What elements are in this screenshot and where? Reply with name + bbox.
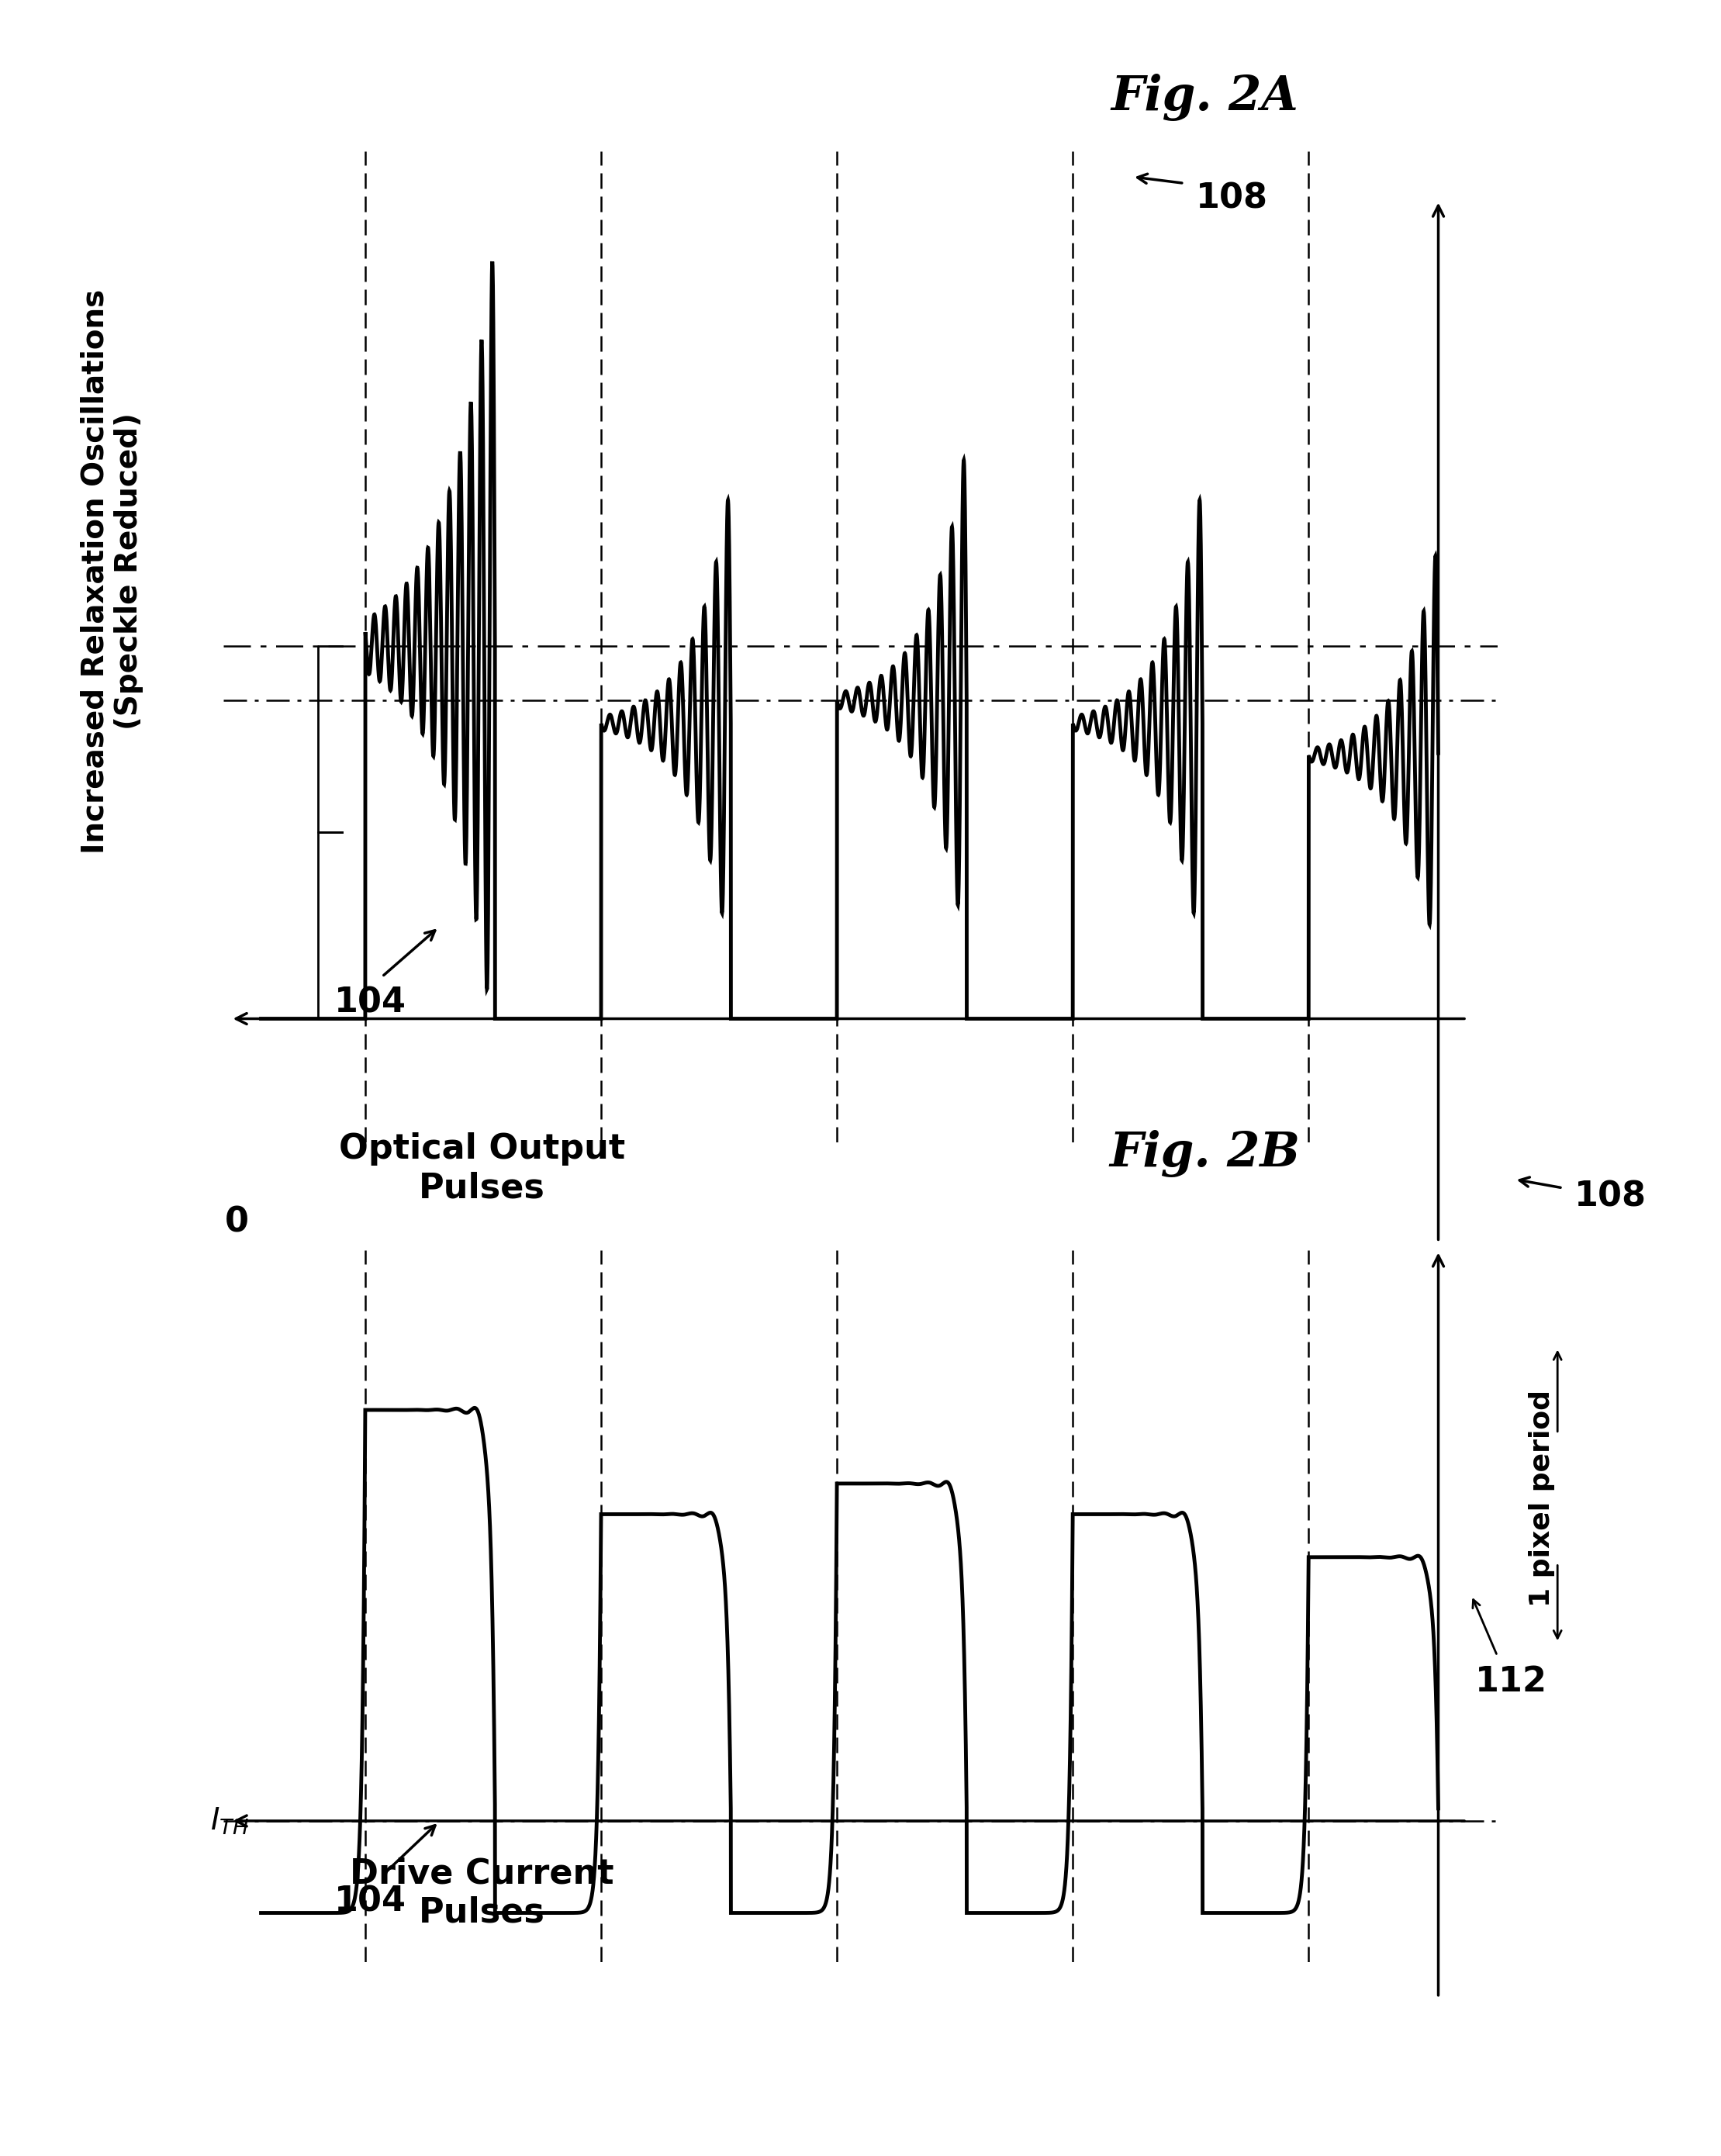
Text: 1 pixel period: 1 pixel period [1528, 1391, 1556, 1606]
Text: Drive Current
Pulses: Drive Current Pulses [349, 1856, 614, 1930]
Text: 108: 108 [1575, 1179, 1647, 1214]
Text: Fig. 2A: Fig. 2A [1112, 73, 1298, 121]
Text: (Speckle Reduced): (Speckle Reduced) [114, 412, 145, 731]
Text: Fig. 2B: Fig. 2B [1110, 1130, 1299, 1177]
Text: Optical Output
Pulses: Optical Output Pulses [339, 1132, 625, 1205]
Text: $I_{TH}$: $I_{TH}$ [210, 1807, 250, 1837]
Text: 108: 108 [1196, 181, 1268, 216]
Text: 112: 112 [1475, 1664, 1547, 1699]
Text: Increased Relaxation Oscillations: Increased Relaxation Oscillations [79, 289, 110, 854]
Text: 104: 104 [334, 985, 406, 1020]
Text: 0: 0 [225, 1205, 250, 1240]
Text: 104: 104 [334, 1884, 406, 1919]
